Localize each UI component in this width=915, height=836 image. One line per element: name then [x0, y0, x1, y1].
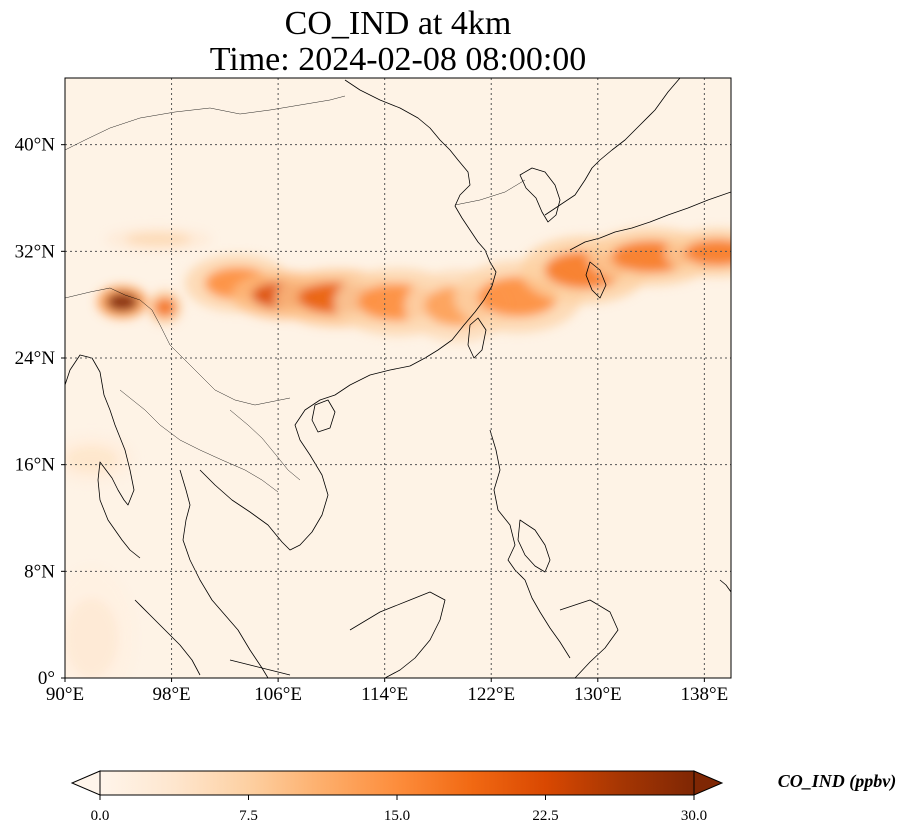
co-concentration-field [65, 227, 731, 678]
lat-tick-label: 24°N [15, 348, 56, 369]
colorbar-gradient [99, 770, 695, 796]
colorbar-tick-label: 22.5 [532, 808, 558, 824]
colorbar-ticks: 0.0 7.5 15.0 22.5 30.0 [91, 795, 707, 824]
lon-tick-label: 122°E [467, 684, 515, 705]
country-borders [65, 95, 526, 493]
lat-tick-label: 40°N [15, 135, 56, 156]
map-gridlines [65, 78, 731, 678]
plume-core [106, 292, 139, 312]
plume-core [154, 298, 176, 317]
map-frame [64, 77, 732, 679]
coastlines [65, 78, 731, 678]
lon-tick-label: 106°E [254, 684, 302, 705]
plume-core [65, 598, 119, 678]
plume-core [124, 232, 192, 246]
colorbar-tick-label: 30.0 [681, 808, 707, 824]
lon-tick-label: 130°E [574, 684, 622, 705]
lon-tick-label: 138°E [681, 684, 729, 705]
plume-core [684, 239, 731, 266]
latitude-axis-labels: 0° 8°N 16°N 24°N 32°N 40°N [15, 135, 65, 689]
lon-tick-label: 90°E [46, 684, 84, 705]
colorbar-tick-label: 15.0 [384, 808, 410, 824]
colorbar-extend-max [693, 770, 724, 796]
colorbar-tick-label: 7.5 [239, 808, 258, 824]
plume-core [65, 446, 119, 473]
lat-tick-label: 32°N [15, 241, 56, 262]
lon-tick-label: 98°E [152, 684, 190, 705]
colorbar: 0.0 7.5 15.0 22.5 30.0 CO_IND (ppbv) [70, 770, 897, 824]
map-title-line-1: CO_IND at 4km [284, 5, 512, 42]
longitude-axis-labels: 90°E 98°E 106°E 114°E 122°E 130°E 138°E [46, 678, 728, 705]
colorbar-extend-min [70, 770, 101, 796]
colorbar-tick-label: 0.0 [91, 808, 110, 824]
lat-tick-label: 0° [38, 668, 55, 689]
lat-tick-label: 16°N [15, 455, 56, 476]
map-background [65, 78, 731, 678]
colorbar-label: CO_IND (ppbv) [778, 771, 897, 792]
lon-tick-label: 114°E [361, 684, 408, 705]
map-title-line-2: Time: 2024-02-08 08:00:00 [209, 41, 587, 78]
lat-tick-label: 8°N [24, 561, 55, 582]
